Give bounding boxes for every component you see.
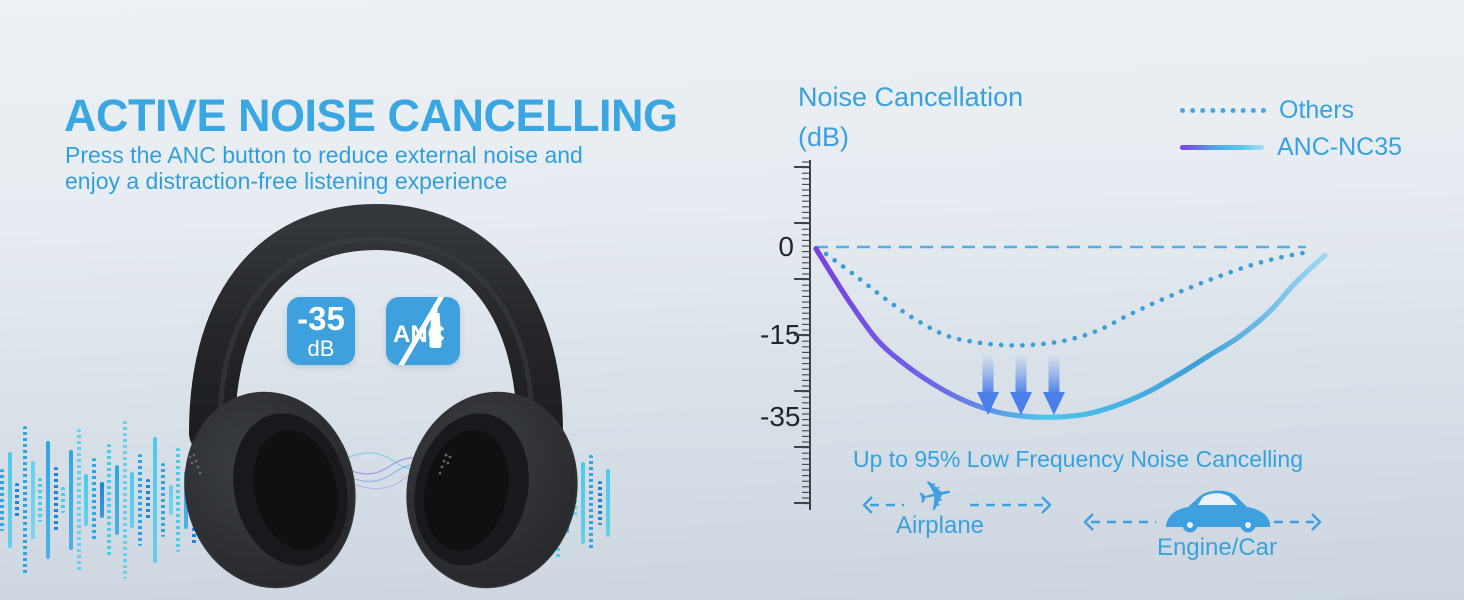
soundwave-bar xyxy=(115,465,120,535)
headband-highlight xyxy=(217,236,535,426)
soundwave-bar xyxy=(130,472,135,528)
airplane-label: Airplane xyxy=(895,512,985,539)
soundwave-bar xyxy=(38,478,43,522)
anc-badge: ANC xyxy=(386,297,460,365)
soundwave-bar xyxy=(53,467,58,533)
hero-subtitle-line2: enjoy a distraction-free listening exper… xyxy=(65,168,508,194)
hero-subtitle-line1: Press the ANC button to reduce external … xyxy=(65,142,583,168)
chart-title-line2: (dB) xyxy=(798,122,850,152)
x-axis-car-arrow xyxy=(1083,513,1322,531)
soundwave-bar xyxy=(69,450,74,550)
right-grille-dots xyxy=(438,453,452,475)
legend-label-others: Others xyxy=(1279,96,1355,124)
legend-item-anc: ANC-NC35 xyxy=(1180,129,1402,166)
soundwave-bar xyxy=(589,455,594,551)
headphones-image xyxy=(184,203,578,589)
page-title: ACTIVE NOISE CANCELLING xyxy=(64,90,678,141)
left-grille-dots xyxy=(188,453,202,475)
soundwave-bar xyxy=(0,469,4,531)
audio-jack-icon xyxy=(429,304,442,348)
soundwave-bar xyxy=(84,474,89,526)
soundwave-bar xyxy=(30,461,35,539)
chart-legend: Others ANC-NC35 xyxy=(1180,92,1402,166)
chart-canvas: ✈ xyxy=(794,160,1328,533)
soundwave-bar xyxy=(107,444,112,556)
soundwave-bar xyxy=(145,479,150,521)
headband xyxy=(189,203,563,456)
ytick-0: 0 xyxy=(778,231,794,262)
chart-caption: Up to 95% Low Frequency Noise Cancelling xyxy=(852,446,1304,472)
engine-car-label: Engine/Car xyxy=(1156,534,1278,561)
soundwave-bar xyxy=(99,482,104,518)
y-axis-ruler xyxy=(794,160,811,510)
anc-nc35-curve xyxy=(813,246,1328,420)
soundwave-bar xyxy=(15,483,20,517)
noise-reduction-arrows-icon xyxy=(977,356,1065,415)
db-badge: -35 dB xyxy=(287,297,355,365)
noise-cancellation-chart: Noise Cancellation (dB) Others ANC-NC35 … xyxy=(760,60,1464,600)
soundwave-bar xyxy=(597,481,602,525)
hero-subtitle: Press the ANC button to reduce external … xyxy=(65,142,583,194)
soundwave-bar xyxy=(581,462,586,544)
db-unit: dB xyxy=(307,336,335,361)
db-value: -35 xyxy=(297,300,345,337)
ytick-neg35: -35 xyxy=(760,401,801,432)
legend-line-anc xyxy=(1180,145,1264,150)
right-earcup xyxy=(406,391,578,589)
soundwave-bar xyxy=(76,429,81,571)
soundwave-bars-left xyxy=(0,412,196,588)
soundwave-bar xyxy=(92,458,97,542)
chart-title-line1: Noise Cancellation xyxy=(798,82,1024,112)
legend-item-others: Others xyxy=(1180,92,1402,129)
x-axis-airplane-arrow xyxy=(862,496,1052,514)
legend-line-others xyxy=(1180,108,1266,113)
soundwave-bar xyxy=(168,485,173,515)
car-icon xyxy=(1166,490,1270,533)
soundwave-bar xyxy=(138,454,143,546)
soundwave-bar xyxy=(605,469,610,537)
ytick-neg15: -15 xyxy=(760,319,801,350)
others-curve xyxy=(823,249,1313,348)
soundwave-bar xyxy=(176,448,181,552)
soundwave-bar xyxy=(61,487,66,513)
soundwave-bar xyxy=(46,441,51,559)
left-earcup xyxy=(184,391,356,589)
soundwave-bar xyxy=(153,437,158,563)
soundwave-bar xyxy=(122,421,127,579)
soundwave-bar xyxy=(161,463,166,537)
anc-slash-jack-icon xyxy=(398,297,445,365)
soundwave-bar xyxy=(7,452,12,548)
legend-label-anc: ANC-NC35 xyxy=(1277,133,1403,161)
soundwave-bar xyxy=(23,426,28,574)
